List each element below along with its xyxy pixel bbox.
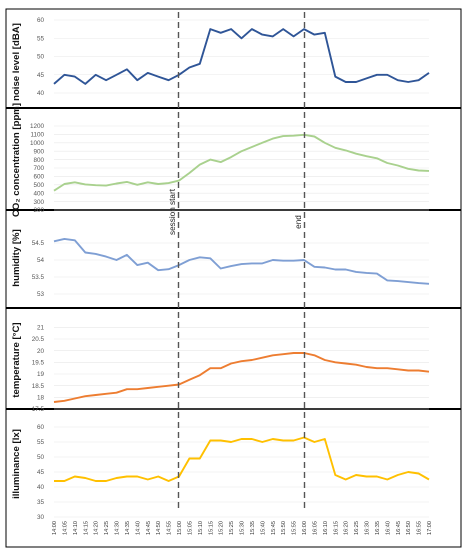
x-tick-label: 16:15 [333,521,339,535]
temperature-ytick-label: 21 [37,325,45,332]
co2-ytick-label: 800 [33,157,44,164]
co2-series-line [53,133,430,192]
illuminance-ytick-label: 50 [37,454,45,461]
noise-series-line [53,28,430,85]
x-tick-label: 16:40 [385,521,391,535]
temperature-ytick-label: 20.5 [32,336,45,343]
illuminance-series-line [54,436,430,482]
co2-ytick-label: 300 [33,199,44,206]
co2-ytick-label: 600 [33,174,44,181]
y-axis-labels: noise level [dBA] CO₂ concentration [ppm… [11,23,22,499]
x-tick-label: 16:55 [417,521,423,535]
x-tick-label: 16:35 [375,521,381,535]
co2-ytick-label: 900 [33,148,44,155]
temperature-ytick-label: 18.5 [32,383,45,390]
noise-ylabel: noise level [dBA] [11,23,22,101]
x-tick-label: 15:20 [219,521,225,535]
illuminance-panel: 30 35 40 45 50 55 60 [37,424,430,521]
x-tick-label: 15:45 [271,521,277,535]
co2-ytick-label: 1100 [30,132,44,139]
noise-ytick-label: 50 [37,54,45,61]
x-tick-label: 16:05 [312,521,318,535]
humidity-ytick-label: 54 [37,257,45,264]
co2-ytick-label: 1200 [30,123,45,130]
noise-ytick-label: 45 [37,72,45,79]
x-tick-label: 14:35 [125,521,131,535]
x-tick-label: 14:45 [146,521,152,535]
temperature-ytick-label: 17.5 [32,406,45,413]
x-tick-label: 14:20 [94,521,100,535]
temperature-ylabel: temperature [°C] [11,322,22,397]
x-tick-label: 14:50 [156,521,162,535]
x-tick-label: 16:20 [344,521,350,535]
temperature-ytick-label: 18 [37,395,45,402]
temperature-panel: 17.5 18 18.5 19 19.5 20 20.5 21 [32,325,430,413]
co2-ylabel: CO₂ concentration [ppm] [11,103,22,217]
temperature-ytick-label: 20 [37,348,45,355]
session-end-annotation: end [294,215,303,229]
illuminance-ylabel: illuminance [lx] [11,429,22,499]
temperature-ytick-label: 19 [37,371,45,378]
noise-panel: 40 45 50 55 60 [37,17,430,97]
humidity-ytick-label: 53 [37,291,45,298]
x-tick-label: 14:05 [62,521,68,535]
x-tick-label: 15:40 [260,521,266,535]
x-tick-label: 15:00 [177,521,183,535]
x-tick-label: 16:10 [323,521,329,535]
illuminance-ytick-label: 45 [37,469,45,476]
illuminance-ytick-label: 60 [37,424,45,431]
co2-ytick-label: 400 [33,190,44,197]
x-tick-label: 14:55 [167,521,173,535]
illuminance-ytick-label: 30 [37,514,45,521]
humidity-ylabel: humidity [%] [11,229,22,287]
x-axis-ticks: 14:00 14:05 14:10 14:15 14:20 14:25 14:30 14:35… [52,521,433,535]
noise-ytick-label: 55 [37,35,45,42]
temperature-series-line [53,352,430,403]
illuminance-ytick-label: 55 [37,439,45,446]
noise-ytick-label: 60 [37,17,45,24]
x-tick-label: 16:30 [365,521,371,535]
x-tick-label: 14:00 [52,521,58,535]
co2-ytick-label: 200 [33,207,44,214]
x-tick-label: 14:40 [135,521,141,535]
x-tick-label: 14:10 [73,521,79,535]
noise-ytick-label: 40 [37,90,45,97]
x-tick-label: 15:25 [229,521,235,535]
x-tick-label: 15:50 [281,521,287,535]
x-tick-label: 15:30 [240,521,246,535]
x-tick-label: 16:25 [354,521,360,535]
humidity-ytick-label: 54.5 [32,240,45,247]
x-tick-label: 16:50 [406,521,412,535]
x-tick-label: 16:45 [396,521,402,535]
co2-ytick-label: 500 [33,182,44,189]
x-tick-label: 14:30 [115,521,121,535]
session-start-annotation: session start [168,188,177,235]
illuminance-ytick-label: 40 [37,484,45,491]
x-tick-label: 15:15 [208,521,214,535]
x-tick-label: 15:35 [250,521,256,535]
temperature-ytick-label: 19.5 [32,360,45,367]
humidity-ytick-label: 53.5 [32,274,45,281]
x-tick-label: 17:00 [427,521,433,535]
illuminance-ytick-label: 35 [37,499,45,506]
x-tick-label: 16:00 [302,521,308,535]
x-tick-label: 14:25 [104,521,110,535]
figure-frame [5,8,462,548]
x-tick-label: 14:15 [83,521,89,535]
co2-ytick-label: 1000 [30,140,45,147]
x-tick-label: 15:10 [198,521,204,535]
humidity-series-line [53,237,430,285]
x-tick-label: 15:55 [292,521,298,535]
co2-ytick-label: 700 [33,165,44,172]
x-tick-label: 15:05 [187,521,193,535]
humidity-panel: 53 53.5 54 54.5 [32,237,430,298]
